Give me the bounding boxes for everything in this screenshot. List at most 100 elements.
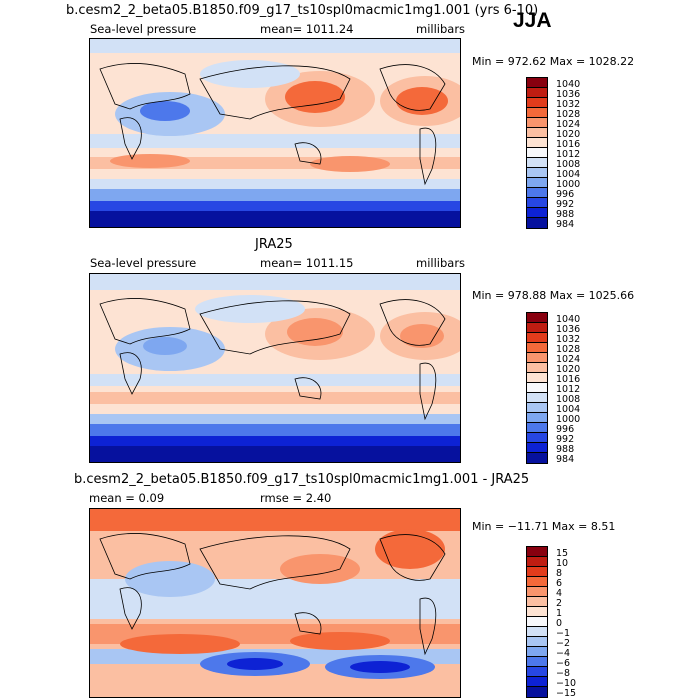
colorbar-cell	[527, 657, 547, 667]
field-band	[90, 414, 460, 424]
colorbar-label: 1040	[556, 79, 581, 90]
colorbar-cell	[527, 108, 547, 118]
colorbar-cell	[527, 78, 547, 88]
colorbar-cell	[527, 423, 547, 433]
colorbar-label: 988	[556, 444, 575, 455]
panel3-mean: mean = 0.09	[89, 491, 165, 505]
panel2-title: JRA25	[255, 237, 293, 252]
colorbar-cell	[527, 547, 547, 557]
field-low	[143, 337, 187, 355]
colorbar-cell	[527, 313, 547, 323]
colorbar-label: 1036	[556, 324, 581, 335]
field-band	[90, 201, 460, 211]
colorbar-label: 1036	[556, 89, 581, 100]
field-low	[195, 295, 305, 323]
coastline	[294, 377, 322, 400]
colorbar-label: 1020	[556, 364, 581, 375]
colorbar-cell	[527, 617, 547, 627]
colorbar-cell	[527, 168, 547, 178]
colorbar-label: −10	[556, 678, 577, 689]
colorbar-cell	[527, 353, 547, 363]
coastline	[419, 127, 437, 186]
colorbar-cell	[527, 88, 547, 98]
colorbar-cell	[527, 687, 547, 697]
field-high	[285, 81, 345, 113]
colorbar-label: 1004	[556, 404, 581, 415]
panel2-mean: mean= 1011.15	[260, 256, 354, 270]
colorbar-label: 1000	[556, 179, 581, 190]
panel1-field	[90, 39, 460, 227]
field-low	[350, 661, 410, 673]
colorbar-cell	[527, 188, 547, 198]
coastline	[199, 300, 351, 355]
colorbar-label: 996	[556, 189, 575, 200]
colorbar-label: 984	[556, 454, 575, 465]
colorbar-cell	[527, 158, 547, 168]
coastline	[419, 362, 437, 421]
coastline	[99, 298, 191, 345]
field-band	[90, 39, 460, 53]
colorbar-label: −15	[556, 688, 577, 699]
colorbar-label: 992	[556, 434, 575, 445]
season-label: JJA	[513, 9, 552, 32]
colorbar-label: 4	[556, 588, 563, 599]
colorbar-cell	[527, 118, 547, 128]
colorbar-cells	[526, 546, 548, 698]
field-band	[90, 134, 460, 148]
field-high	[310, 156, 390, 172]
coastline	[379, 64, 446, 111]
panel3-rmse: rmse = 2.40	[260, 491, 332, 505]
field-low	[140, 101, 190, 121]
field-high	[280, 554, 360, 584]
colorbar-cell	[527, 627, 547, 637]
field-band	[90, 436, 460, 446]
colorbar-label: 1008	[556, 159, 581, 170]
panel1-map	[89, 38, 461, 228]
colorbar-label: 1	[556, 608, 563, 619]
colorbar-label: 1012	[556, 149, 581, 160]
coastline	[119, 352, 142, 395]
colorbar-cell	[527, 383, 547, 393]
field-band	[90, 392, 460, 404]
field-high	[287, 318, 343, 346]
colorbar-cell	[527, 443, 547, 453]
colorbar-cell	[527, 413, 547, 423]
coastline	[294, 612, 322, 635]
colorbar-label: −2	[556, 638, 571, 649]
coastline	[199, 65, 351, 120]
colorbar-cell	[527, 453, 547, 463]
panel3-map	[89, 508, 461, 698]
field-band	[90, 374, 460, 386]
field-high	[290, 632, 390, 650]
colorbar-cell	[527, 323, 547, 333]
colorbar-cell	[527, 607, 547, 617]
colorbar-cell	[527, 567, 547, 577]
colorbar-cell	[527, 343, 547, 353]
colorbar-cell	[527, 373, 547, 383]
colorbar-label: 1028	[556, 344, 581, 355]
colorbar-label: −1	[556, 628, 571, 639]
colorbar-label: 1016	[556, 374, 581, 385]
colorbar-cell	[527, 128, 547, 138]
coastline	[99, 533, 191, 580]
field-low	[227, 658, 283, 670]
field-high	[110, 154, 190, 168]
colorbar-label: 1032	[556, 334, 581, 345]
panel2-field	[90, 274, 460, 462]
panel2-map	[89, 273, 461, 463]
panel3-field	[90, 509, 460, 697]
colorbar-label: 1020	[556, 129, 581, 140]
panel3-title: b.cesm2_2_beta05.B1850.f09_g17_ts10spl0m…	[74, 472, 530, 487]
colorbar-label: 1024	[556, 119, 581, 130]
colorbar-cell	[527, 218, 547, 228]
panel1-mean: mean= 1011.24	[260, 22, 354, 36]
field-band	[90, 509, 460, 531]
colorbar-cell	[527, 138, 547, 148]
colorbar-cell	[527, 557, 547, 567]
colorbar-label: −4	[556, 648, 571, 659]
panel1-variable: Sea-level pressure	[90, 22, 197, 36]
field-band	[90, 446, 460, 462]
coastline	[99, 63, 191, 110]
colorbar-label: 1016	[556, 139, 581, 150]
colorbar-cell	[527, 208, 547, 218]
